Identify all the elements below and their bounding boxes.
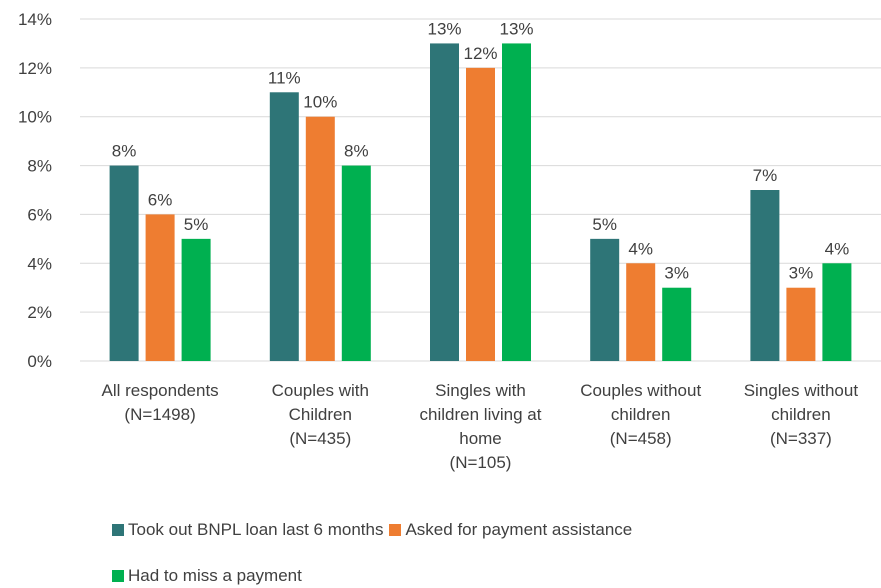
legend-item-assistance: Asked for payment assistance	[389, 520, 632, 540]
x-tick-label: (N=1498)	[124, 405, 195, 424]
legend-label-missed: Had to miss a payment	[128, 566, 302, 585]
bar	[430, 43, 459, 362]
x-tick-label: children	[611, 405, 671, 424]
x-tick-label: All respondents	[102, 381, 219, 400]
y-tick-label: 12%	[18, 59, 52, 78]
data-label: 5%	[184, 215, 209, 234]
bar	[502, 43, 531, 362]
legend-row-1: Took out BNPL loan last 6 months Asked f…	[112, 520, 638, 540]
legend-swatch-assistance	[389, 524, 402, 536]
bar	[786, 287, 816, 361]
data-label: 10%	[303, 93, 337, 112]
data-label: 5%	[592, 215, 617, 234]
x-tick-label: home	[459, 429, 502, 448]
bar	[305, 116, 335, 361]
y-tick-label: 10%	[18, 108, 52, 127]
data-label: 4%	[825, 239, 850, 258]
legend-item-bnpl: Took out BNPL loan last 6 months	[112, 520, 383, 540]
bar	[466, 67, 495, 361]
x-tick-label: children living at	[420, 405, 542, 424]
bar-chart: 0% 2% 4% 6% 8% 10% 12% 14% 8% 6% 5% All respondents…	[18, 10, 881, 472]
data-label: 6%	[148, 190, 173, 209]
x-tick-label: (N=337)	[770, 429, 832, 448]
legend-item-missed: Had to miss a payment	[112, 566, 302, 586]
x-tick-label: Couples without	[580, 381, 701, 400]
bar	[269, 92, 299, 362]
data-label: 11%	[268, 68, 301, 87]
data-label: 3%	[664, 264, 689, 283]
bar	[626, 263, 656, 361]
x-tick-label: Couples with	[272, 381, 369, 400]
x-tick-label: Children	[289, 405, 352, 424]
bar	[181, 238, 211, 361]
legend-label-bnpl: Took out BNPL loan last 6 months	[128, 520, 384, 539]
y-tick-label: 8%	[27, 157, 52, 176]
x-tick-label: Singles without	[744, 381, 859, 400]
legend-swatch-missed	[112, 570, 124, 582]
data-label: 12%	[463, 44, 497, 63]
data-label: 7%	[753, 166, 778, 185]
bar	[750, 190, 780, 361]
x-tick-label: (N=105)	[450, 453, 512, 472]
y-tick-label: 4%	[27, 254, 52, 273]
data-label: 8%	[112, 142, 137, 161]
bar	[109, 165, 139, 361]
x-tick-label: (N=435)	[289, 429, 351, 448]
data-label: 3%	[789, 264, 814, 283]
y-tick-label: 6%	[27, 205, 52, 224]
data-label: 8%	[344, 142, 369, 161]
legend-swatch-bnpl	[112, 524, 124, 536]
bar	[590, 238, 620, 361]
data-label: 13%	[427, 19, 461, 38]
x-tick-label: (N=458)	[610, 429, 672, 448]
y-tick-label: 0%	[27, 352, 52, 371]
data-label: 4%	[628, 239, 653, 258]
x-tick-label: children	[771, 405, 831, 424]
bar	[822, 263, 852, 361]
bar	[145, 214, 175, 361]
y-tick-label: 2%	[27, 303, 52, 322]
legend-row-2: Had to miss a payment	[112, 566, 308, 586]
x-tick-label: Singles with	[435, 381, 526, 400]
data-label: 13%	[499, 19, 533, 38]
y-tick-label: 14%	[18, 10, 52, 29]
bar	[662, 287, 692, 361]
legend-label-assistance: Asked for payment assistance	[405, 520, 633, 539]
bar	[341, 165, 371, 361]
